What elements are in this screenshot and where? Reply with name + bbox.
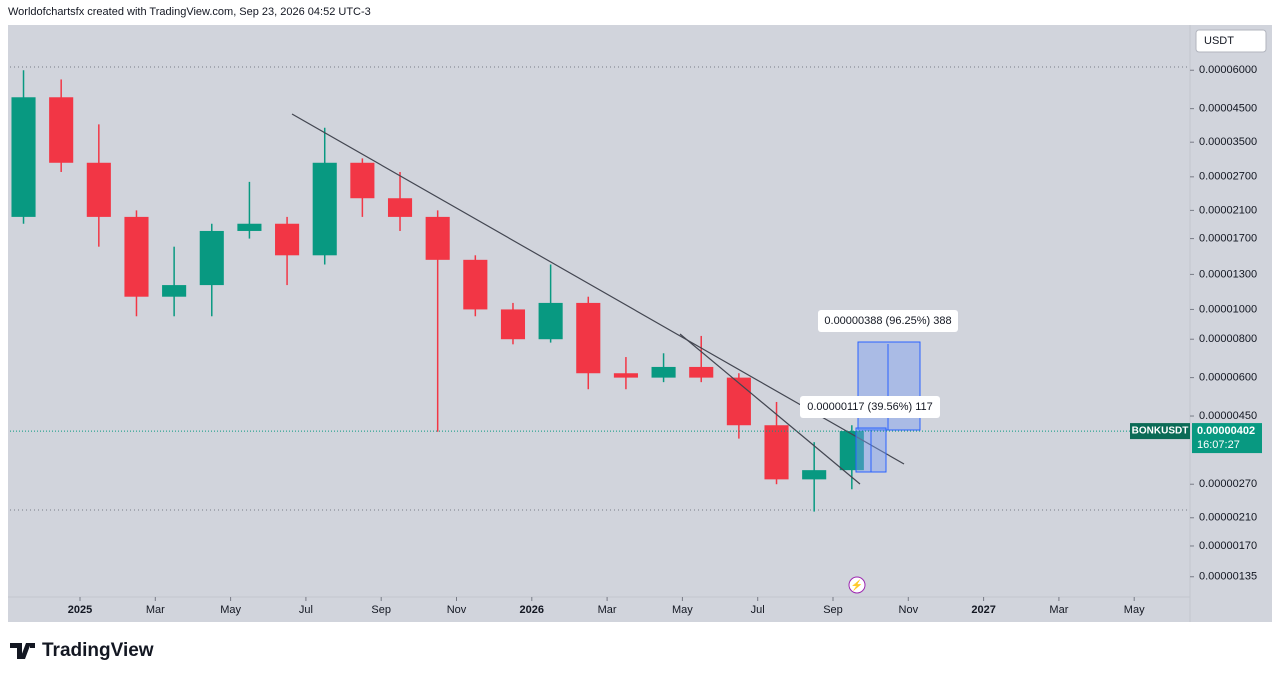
candle-body — [275, 223, 300, 256]
trendline — [679, 333, 861, 485]
candle-body — [49, 97, 74, 163]
candle-body — [576, 302, 601, 374]
x-tick-label: Nov — [899, 604, 919, 616]
candle-body — [689, 366, 714, 378]
currency-box — [1195, 29, 1267, 53]
x-tick-label: 2025 — [68, 604, 92, 616]
candle-body — [839, 431, 864, 471]
x-tick-label: Sep — [823, 604, 843, 616]
measure-label: 0.00000117 (39.56%) 117 — [807, 401, 933, 413]
candle-body — [312, 162, 337, 256]
candle-body — [425, 216, 450, 260]
event-icon-glyph: ⚡ — [851, 579, 863, 592]
candle-body — [764, 425, 789, 480]
y-tick-label: 0.00001300 — [1199, 268, 1257, 280]
candle-body — [162, 285, 187, 297]
x-tick-label: Mar — [1049, 604, 1068, 616]
candle-body — [613, 373, 638, 378]
y-tick-label: 0.00002700 — [1199, 171, 1257, 183]
x-tick-label: May — [1124, 604, 1145, 616]
countdown-label: 16:07:27 — [1197, 439, 1240, 451]
candle-body — [802, 470, 827, 480]
candle-body — [387, 198, 413, 217]
candle-body — [463, 259, 488, 310]
x-tick-label: Mar — [146, 604, 165, 616]
measure-label-box — [818, 310, 958, 332]
x-tick-label: Nov — [447, 604, 467, 616]
candle-body — [726, 377, 751, 426]
candle-body — [538, 302, 563, 340]
measure-label-box — [800, 396, 940, 418]
currency: USDT — [1204, 35, 1234, 47]
logo-mark — [10, 643, 35, 659]
x-tick-label: Sep — [371, 604, 391, 616]
y-tick-label: 0.00000800 — [1199, 333, 1257, 345]
candle-body — [500, 309, 526, 340]
y-tick-label: 0.00000270 — [1199, 478, 1257, 490]
candle-body — [651, 366, 676, 378]
y-tick-label: 0.00001700 — [1199, 232, 1257, 244]
header: Worldofchartsfx created with TradingView… — [8, 6, 371, 18]
logo: TradingView — [10, 640, 154, 661]
chart-panel — [8, 25, 1272, 622]
y-tick-label: 0.00000135 — [1199, 571, 1257, 583]
symbol-label: BONKUSDT — [1132, 426, 1189, 437]
candle-body — [350, 162, 375, 199]
y-tick-label: 0.00001000 — [1199, 303, 1257, 315]
candle-body — [11, 97, 36, 217]
x-tick-label: Jul — [751, 604, 765, 616]
y-tick-label: 0.00006000 — [1199, 64, 1257, 76]
x-tick-label: 2026 — [520, 604, 544, 616]
candle-body — [237, 223, 262, 231]
x-tick-label: Mar — [598, 604, 617, 616]
logo-text: TradingView — [42, 640, 154, 661]
y-tick-label: 0.00004500 — [1199, 103, 1257, 115]
measure-label: 0.00000388 (96.25%) 388 — [824, 315, 951, 327]
y-tick-label: 0.00000450 — [1199, 410, 1257, 422]
candle-body — [124, 216, 149, 297]
symbol-box — [1130, 423, 1190, 440]
candle-body — [86, 162, 111, 217]
marks — [11, 70, 864, 512]
price-label: 0.00000402 — [1197, 425, 1255, 437]
y-tick-label: 0.00000210 — [1199, 512, 1257, 524]
price-box — [1192, 423, 1262, 454]
x-tick-label: 2027 — [971, 604, 995, 616]
x-tick-label: May — [220, 604, 241, 616]
x-tick-label: May — [672, 604, 693, 616]
y-tick-label: 0.00000170 — [1199, 540, 1257, 552]
y-tick-label: 0.00002100 — [1199, 204, 1257, 216]
y-tick-label: 0.00003500 — [1199, 136, 1257, 148]
candle-body — [199, 230, 224, 286]
event-icon[interactable] — [848, 576, 866, 594]
y-tick-label: 0.00000600 — [1199, 372, 1257, 384]
x-tick-label: Jul — [299, 604, 313, 616]
